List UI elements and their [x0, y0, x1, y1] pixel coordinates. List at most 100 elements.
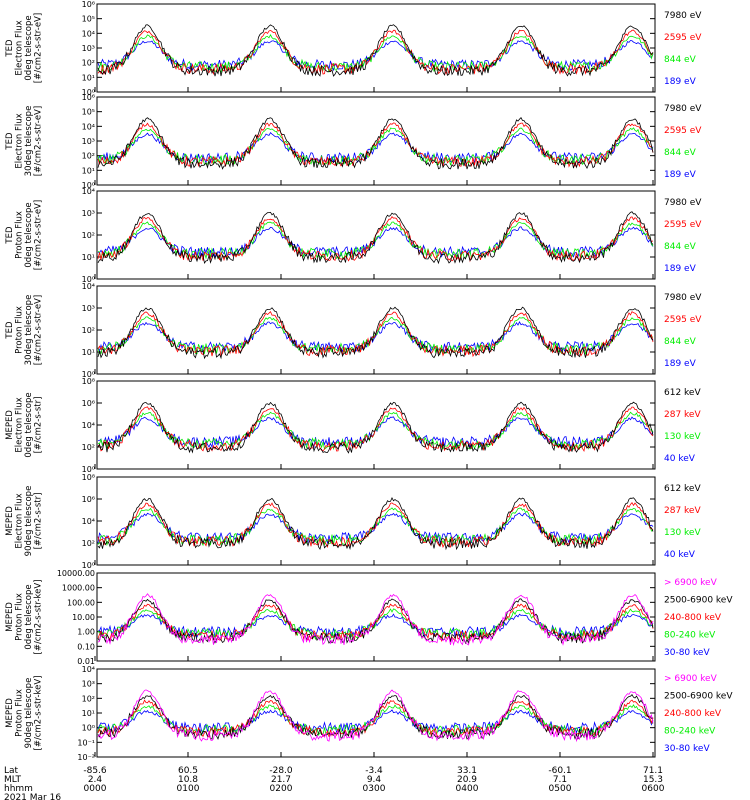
ytick-label: 10²: [82, 443, 95, 452]
ytick-label: 10⁻²: [77, 753, 95, 762]
ytick-label: 1.00: [77, 628, 95, 637]
legend-entry: 844 eV: [664, 148, 697, 158]
ylabel-line: MEPED: [5, 698, 15, 728]
panel-frame-meped-p-0: [96, 572, 656, 662]
ytick-label: 10³: [82, 680, 95, 689]
legend-entry: > 6900 keV: [664, 578, 718, 588]
ylabel-line: 0deg telescope: [24, 584, 34, 649]
legend-entry: > 6900 keV: [664, 674, 718, 684]
ylabel-line: [#/cm2-s-str-eV]: [34, 200, 44, 270]
series-trace: [97, 306, 654, 360]
ylabel-line: 90deg telescope: [24, 678, 34, 749]
ytick-label: 10⁸: [82, 377, 95, 386]
ylabel-line: MEPED: [5, 602, 15, 632]
series-trace: [97, 29, 654, 76]
ytick-label: 10²: [82, 59, 95, 68]
ytick-label: 10²: [82, 231, 95, 240]
ylabel-line: Electron Flux: [15, 493, 25, 548]
legend-entry: 189 eV: [664, 264, 697, 274]
xtick-mlt: 20.9: [457, 775, 477, 785]
series-trace: [97, 689, 654, 743]
ytick-label: 10¹: [82, 73, 95, 82]
xtick-lat: -60.1: [548, 766, 571, 776]
legend-entry: 130 keV: [664, 528, 701, 538]
ytick-label: 10⁶: [82, 93, 95, 102]
ylabel-line: TED: [5, 39, 15, 58]
ylabel-line: Electron Flux: [15, 397, 25, 452]
ytick-label: 0.10: [77, 642, 95, 651]
ylabel-line: 90deg telescope: [24, 486, 34, 557]
legend-entry: 7980 eV: [664, 198, 702, 208]
legend-entry: 189 eV: [664, 77, 697, 87]
xtick-mlt: 15.3: [643, 775, 663, 785]
ylabel-line: 0deg telescope: [24, 15, 34, 80]
ylabel-line: [#/cm2-s-str]: [34, 493, 44, 550]
ytick-label: 10000.00: [57, 569, 95, 578]
ytick-label: 10³: [82, 304, 95, 313]
xtick-hhmm: 0400: [456, 784, 479, 794]
xtick-lat: 71.1: [643, 766, 663, 776]
ytick-label: 10⁸: [82, 473, 95, 482]
xaxis-row-label: Lat: [4, 766, 19, 776]
ytick-label: 10⁶: [82, 399, 95, 408]
ylabel-line: 30deg telescope: [24, 106, 34, 177]
ylabel-line: Electron Flux: [15, 20, 25, 75]
ylabel-line: Proton Flux: [15, 306, 25, 354]
xtick-hhmm: 0100: [177, 784, 200, 794]
legend-entry: 40 keV: [664, 550, 696, 560]
legend-entry: 844 eV: [664, 337, 697, 347]
ytick-label: 10⁰: [82, 275, 95, 284]
legend-entry: 240-800 keV: [664, 613, 722, 623]
legend-entry: 30-80 keV: [664, 648, 710, 658]
legend-entry: 80-240 keV: [664, 631, 716, 641]
series-trace: [97, 593, 654, 647]
ytick-label: 10³: [82, 44, 95, 53]
xtick-mlt: 7.1: [553, 775, 567, 785]
ylabel-line: 0deg telescope: [24, 202, 34, 267]
xtick-lat: -85.6: [83, 766, 107, 776]
series-trace: [97, 211, 654, 265]
series-trace: [97, 321, 654, 354]
ytick-label: 10⁴: [82, 517, 95, 526]
ylabel-line: TED: [5, 226, 15, 245]
ytick-label: 10⁰: [82, 370, 95, 379]
ytick-label: 10²: [82, 694, 95, 703]
xtick-lat: -3.4: [365, 766, 383, 776]
ylabel-line: [#/cm2-s-str-keV]: [34, 676, 44, 751]
ytick-label: 10⁴: [82, 29, 95, 38]
series-trace: [97, 221, 654, 260]
ytick-label: 10¹: [82, 253, 95, 262]
xtick-hhmm: 0200: [270, 784, 293, 794]
ylabel-line: [#/cm2-s-str]: [34, 397, 44, 454]
legend-entry: 2595 eV: [664, 220, 702, 230]
legend-entry: 2500-6900 keV: [664, 595, 733, 605]
legend-entry: 287 keV: [664, 506, 701, 516]
legend-entry: 7980 eV: [664, 104, 702, 114]
panel-frame-ted-e-0: [96, 3, 656, 93]
ytick-label: 10⁰: [82, 181, 95, 190]
ytick-label: 10⁶: [82, 495, 95, 504]
ytick-label: 10⁴: [82, 122, 95, 131]
legend-entry: 30-80 keV: [664, 744, 710, 754]
ytick-label: 1000.00: [62, 584, 95, 593]
xaxis-row-label: MLT: [4, 775, 22, 785]
ytick-label: 0.01: [77, 657, 95, 666]
ytick-label: 10¹: [82, 348, 95, 357]
panel-frame-ted-p-30: [96, 285, 656, 375]
ytick-label: 10⁴: [82, 665, 95, 674]
legend-entry: 189 eV: [664, 359, 697, 369]
series-trace: [97, 34, 654, 74]
legend-entry: 7980 eV: [664, 293, 702, 303]
legend-entry: 844 eV: [664, 55, 697, 65]
ytick-label: 10⁴: [82, 421, 95, 430]
ytick-label: 10⁶: [82, 0, 95, 9]
xtick-mlt: 9.4: [367, 775, 382, 785]
legend-entry: 40 keV: [664, 454, 696, 464]
ylabel-line: Proton Flux: [15, 689, 25, 737]
legend-entry: 189 eV: [664, 170, 697, 180]
ylabel-line: 0deg telescope: [24, 392, 34, 457]
ytick-label: 10⁰: [82, 465, 95, 474]
ylabel-line: Proton Flux: [15, 593, 25, 641]
ylabel-line: [#/cm2-s-str-eV]: [34, 13, 44, 83]
ytick-label: 10⁰: [82, 561, 95, 570]
